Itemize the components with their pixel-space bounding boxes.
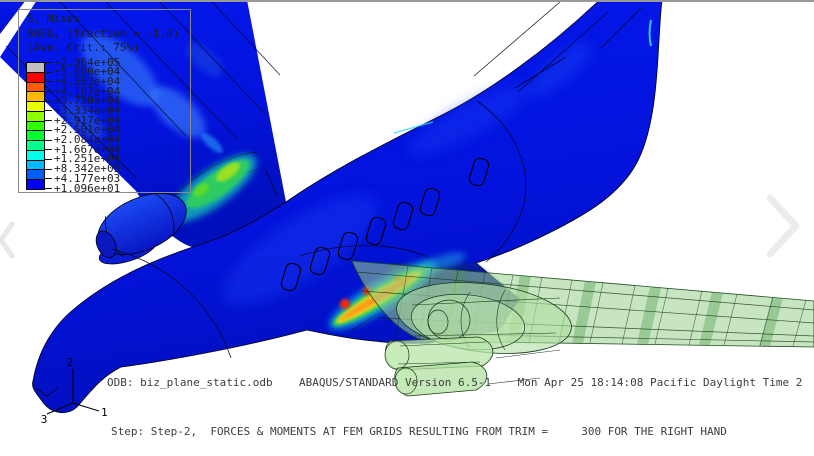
fem-grid-wing	[351, 260, 814, 397]
legend-tick	[44, 130, 52, 131]
legend-color-bar	[26, 62, 45, 190]
legend-value: +4.177e+03	[54, 171, 121, 185]
legend-tick	[44, 178, 52, 179]
legend-value: +2.364e+05	[54, 55, 121, 69]
legend-tick	[44, 101, 52, 102]
legend-band	[27, 131, 44, 142]
legend-band	[27, 141, 44, 151]
carousel-next-icon[interactable]	[766, 194, 800, 258]
state-block: Step: Step-2, FORCES & MOMENTS AT FEM GR…	[111, 403, 727, 456]
legend-band	[27, 111, 44, 122]
legend-title: S, Mises	[27, 12, 80, 25]
fem-lower-pods	[384, 336, 561, 397]
carousel-prev-icon[interactable]	[0, 221, 15, 259]
legend-band	[27, 63, 44, 73]
orientation-triad: 2 3 1	[41, 356, 108, 426]
triad-axis-1-label: 1	[101, 406, 108, 419]
legend-tick	[44, 110, 52, 111]
legend-tick	[44, 91, 52, 92]
legend-tick	[44, 62, 52, 63]
window-top-border	[0, 0, 814, 2]
legend-border-box	[18, 9, 191, 193]
legend-value: +1.096e+01	[54, 181, 121, 195]
legend-subtitle-sneg: SNEG, (fraction = -1.0)	[27, 26, 180, 40]
legend-value: +2.084e+04	[54, 133, 121, 146]
window	[337, 231, 359, 261]
triad-axis-3-label: 3	[41, 413, 48, 426]
legend-band	[27, 160, 44, 171]
window	[468, 157, 490, 187]
left-wing	[0, 0, 286, 265]
legend-band	[27, 102, 44, 112]
legend-tick	[44, 169, 52, 170]
legend-tick	[44, 149, 52, 150]
legend-tick	[44, 72, 52, 73]
legend-tick	[44, 188, 52, 189]
legend-value: +5.000e+04	[54, 65, 121, 79]
legend-band	[27, 170, 44, 181]
window	[365, 216, 387, 246]
fuselage-feature-lines	[35, 1, 642, 397]
legend-subtitle-ave: (Ave. Crit.: 75%)	[27, 41, 140, 54]
legend-value: +3.334e+04	[54, 104, 121, 117]
legend-value: +1.251e+04	[54, 152, 121, 166]
legend-tick	[44, 81, 52, 82]
legend-value: +4.167e+04	[54, 84, 121, 98]
legend-tick	[44, 120, 52, 121]
window	[280, 262, 302, 292]
triad-axis-2-label: 2	[67, 356, 74, 369]
left-root-stress-blob	[169, 154, 257, 222]
legend-value: +2.501e+04	[54, 123, 121, 137]
cabin-windows	[280, 157, 490, 292]
window	[419, 187, 441, 217]
legend-value: +4.583e+04	[54, 74, 121, 88]
left-wing-tip-facet	[0, 0, 26, 34]
fem-fuel-pod	[396, 282, 572, 354]
legend-band	[27, 92, 44, 103]
left-engine-nacelle	[95, 192, 187, 265]
legend-value: +2.917e+04	[54, 113, 121, 127]
legend-band	[27, 82, 44, 93]
legend-value: +8.342e+03	[54, 162, 121, 176]
window	[309, 246, 331, 276]
window	[392, 201, 414, 231]
legend-tick	[44, 159, 52, 160]
legend-band	[27, 180, 44, 189]
legend-tick	[44, 140, 52, 141]
legend-band	[27, 150, 44, 161]
odb-title-line: ODB: biz_plane_static.odb ABAQUS/STANDAR…	[107, 376, 803, 389]
tail-cyan-fleck	[648, 19, 652, 47]
legend-value: +3.750e+04	[54, 94, 121, 108]
legend-band	[27, 121, 44, 132]
legend-titles: S, Mises SNEG, (fraction = -1.0) (Ave. Cri…	[27, 12, 179, 56]
legend-value: +1.667e+04	[54, 142, 121, 156]
legend-band	[27, 72, 44, 83]
state-step-line: Step: Step-2, FORCES & MOMENTS AT FEM GR…	[111, 424, 727, 438]
